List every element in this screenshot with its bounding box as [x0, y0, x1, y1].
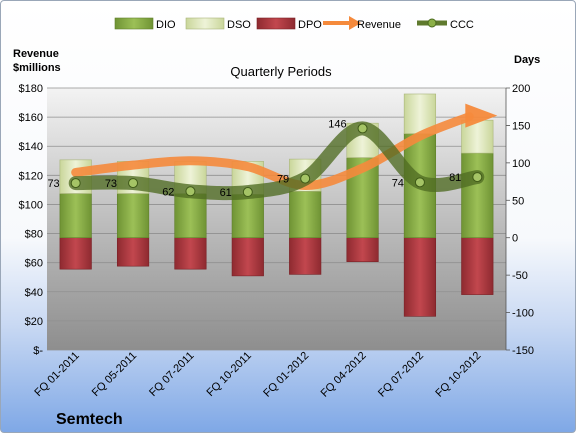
legend-swatch-dpo — [256, 17, 296, 30]
legend-swatch-dio — [114, 17, 154, 30]
revenue-arrowhead — [465, 103, 498, 128]
x-tick-label: FQ 07-2012 — [376, 350, 426, 400]
left-axis-title-line2: $millions — [13, 62, 61, 74]
chart-title: Quarterly Periods — [230, 64, 332, 79]
ccc-data-label: 81 — [449, 172, 461, 184]
x-tick-label: FQ 10-2012 — [433, 350, 483, 400]
legend-swatch-dso — [185, 17, 225, 30]
bar-dpo — [116, 237, 150, 267]
x-tick-label: FQ 10-2011 — [205, 350, 254, 399]
ccc-data-label: 62 — [162, 186, 174, 198]
ccc-series: 73 73 62 61 79 146 74 81 — [47, 118, 485, 201]
right-tick-label: -50 — [512, 270, 528, 282]
legend-swatch-ccc — [417, 18, 447, 28]
left-axis-ticks: $- $20 $40 $60 $80 $100 $120 $140 $160 $180 — [19, 83, 44, 357]
bar-dio — [461, 152, 494, 239]
left-tick-label: $40 — [25, 287, 43, 299]
bar-dpo — [174, 237, 207, 270]
legend-label-dso: DSO — [227, 19, 251, 31]
ccc-data-label: 74 — [392, 177, 404, 189]
left-tick-label: $160 — [19, 112, 43, 124]
right-tick-label: 0 — [512, 233, 518, 245]
ccc-point — [70, 178, 81, 189]
right-axis-title: Days — [514, 54, 540, 66]
x-tick-label: FQ 01-2012 — [261, 350, 311, 400]
x-tick-label: FQ 04-2012 — [319, 350, 369, 400]
bar-dio — [116, 193, 150, 239]
bar-dio — [174, 193, 207, 239]
ccc-point — [357, 123, 368, 134]
legend-label-revenue: Revenue — [357, 19, 401, 31]
ccc-point — [472, 172, 483, 183]
left-tick-label: $80 — [25, 229, 43, 241]
ccc-data-label: 73 — [105, 178, 117, 190]
bar-dio — [231, 193, 264, 239]
left-tick-label: $140 — [19, 141, 43, 153]
right-tick-label: 150 — [512, 120, 530, 132]
revenue-series — [71, 103, 498, 191]
x-axis-labels: FQ 01-2011 FQ 05-2011 FQ 07-2011 FQ 10-2011… — [32, 350, 483, 400]
legend-label-dpo: DPO — [298, 19, 322, 31]
legend-label-dio: DIO — [156, 19, 176, 31]
ccc-data-label: 79 — [277, 174, 289, 186]
revenue-line — [71, 112, 474, 191]
left-tick-label: $100 — [19, 199, 43, 211]
left-axis-title-line1: Revenue — [13, 48, 59, 60]
left-tick-label: $- — [33, 345, 43, 357]
right-tick-label: -150 — [512, 345, 534, 357]
ccc-line — [68, 121, 485, 201]
left-tick-label: $60 — [25, 258, 43, 270]
left-tick-label: $20 — [25, 316, 43, 328]
bar-dpo — [346, 237, 379, 262]
right-tick-label: 50 — [512, 195, 524, 207]
bar-dpo — [59, 237, 92, 270]
x-tick-label: FQ 01-2011 — [32, 350, 81, 399]
legend-swatch-revenue — [323, 16, 361, 30]
ccc-data-label: 146 — [328, 118, 346, 130]
bar-dpo — [403, 237, 437, 317]
right-tick-label: -100 — [512, 308, 534, 320]
ccc-point — [185, 186, 196, 197]
x-tick-label: FQ 07-2011 — [147, 350, 196, 399]
bar-dpo — [461, 237, 494, 295]
bar-dpo — [289, 237, 322, 275]
bar-dio — [289, 191, 322, 239]
x-tick-label: FQ 05-2011 — [90, 350, 139, 399]
ccc-point — [242, 187, 253, 198]
ccc-data-label: 61 — [220, 187, 232, 199]
ccc-point — [414, 177, 425, 188]
chart-legend: DIO DSO DPO Revenue CCC — [114, 16, 474, 31]
company-name: Semtech — [56, 411, 123, 428]
right-tick-label: 100 — [512, 158, 530, 170]
bar-dio — [59, 193, 92, 239]
ccc-data-label: 73 — [47, 178, 59, 190]
left-tick-label: $120 — [19, 170, 43, 182]
ccc-point — [300, 173, 311, 184]
right-tick-label: 200 — [512, 83, 530, 95]
legend-label-ccc: CCC — [450, 19, 474, 31]
right-axis-ticks: -150 -100 -50 0 50 100 150 200 — [505, 83, 534, 357]
bar-dpo — [231, 237, 264, 277]
ccc-point — [128, 178, 139, 189]
left-tick-label: $180 — [19, 83, 43, 95]
